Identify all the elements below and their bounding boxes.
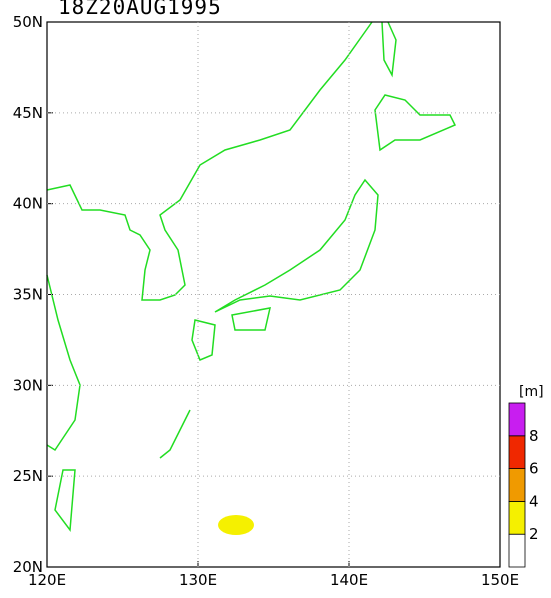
y-tick-label: 45N <box>13 104 43 122</box>
china-south-coast <box>46 274 81 452</box>
colorbar-segment <box>508 402 526 437</box>
map-title: 18Z20AUG1995 <box>58 0 222 19</box>
hokkaido <box>374 94 457 152</box>
kyushu <box>191 319 216 361</box>
y-tick-label: 40N <box>13 195 43 213</box>
colorbar-label: 6 <box>529 460 539 478</box>
x-tick-label: 150E <box>481 571 519 589</box>
y-tick-label: 20N <box>13 558 43 576</box>
coastlines <box>46 21 457 533</box>
ryukyu <box>159 409 191 459</box>
x-tick-label: 120E <box>28 571 66 589</box>
honshu <box>214 178 379 313</box>
colorbar-segment <box>508 500 526 535</box>
wave-height-area <box>218 515 254 535</box>
colorbar-unit: [m] <box>519 384 544 400</box>
taiwan <box>54 469 76 533</box>
colorbar-label: 2 <box>529 525 539 543</box>
x-tick-label: 140E <box>330 571 368 589</box>
colorbar-segment <box>508 533 526 568</box>
map-frame <box>46 21 501 568</box>
mainland-coast <box>46 21 373 301</box>
shikoku <box>231 307 271 331</box>
colorbar-label: 4 <box>529 492 539 510</box>
y-tick-label: 25N <box>13 467 43 485</box>
colorbar-segment <box>508 468 526 502</box>
colorbar-segment <box>508 435 526 469</box>
sakhalin <box>381 21 397 78</box>
x-tick-label: 130E <box>179 571 217 589</box>
y-tick-label: 30N <box>13 376 43 394</box>
y-tick-label: 50N <box>13 13 43 31</box>
y-tick-label: 35N <box>13 286 43 304</box>
colorbar-label: 8 <box>529 427 539 445</box>
